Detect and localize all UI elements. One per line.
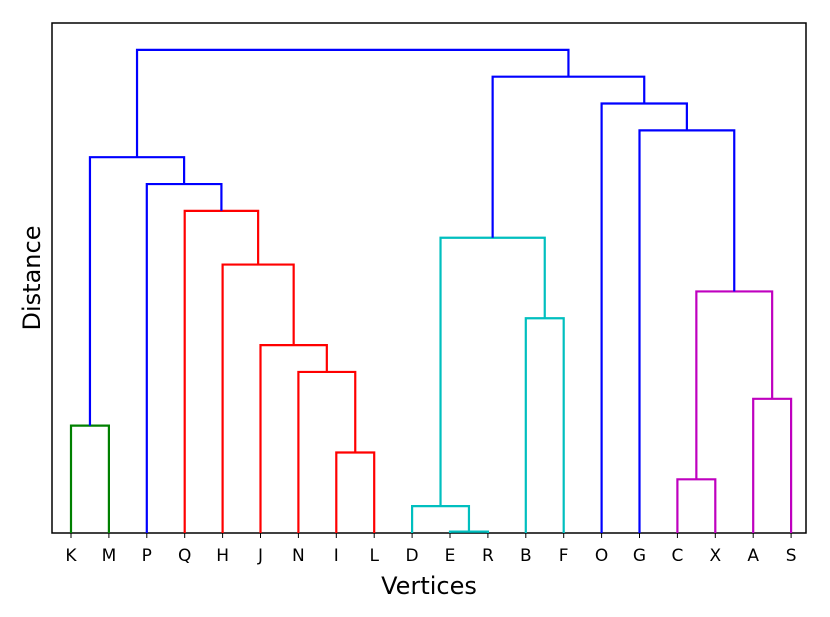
link-d-e-r--b-f	[439, 236, 546, 507]
x-tick-label-s: S	[786, 546, 797, 566]
x-tick-label-n: N	[292, 546, 305, 566]
x-tick-label-p: P	[142, 546, 152, 566]
link-h--j-n-i-l	[221, 263, 295, 533]
link-c-x--a-s	[695, 290, 774, 480]
link-k-m-p-q-h-j-n-i-l--d-e-r-b-f-o-g-c-x-a-s	[135, 48, 570, 158]
link-k-m--p-q-h-j-n-i-l	[88, 156, 186, 426]
link-a--s	[752, 397, 793, 533]
link-d-e-r-b-f--o-g-c-x-a-s	[491, 75, 646, 238]
link-i--l	[335, 451, 376, 533]
x-tick-label-k: K	[65, 546, 77, 566]
dendrogram-links	[69, 48, 793, 533]
plot-frame	[51, 22, 807, 534]
link-q--h-j-n-i-l	[183, 209, 260, 533]
x-tick-label-m: M	[102, 546, 117, 566]
link-b--f	[524, 317, 565, 533]
x-tick-label-i: I	[334, 546, 339, 566]
x-tick-label-f: F	[559, 546, 569, 566]
x-tick-label-a: A	[747, 546, 759, 566]
x-tick-label-r: R	[482, 546, 494, 566]
link-e--r	[448, 530, 489, 533]
x-tick-marks	[70, 533, 792, 538]
link-o--g-c-x-a-s	[600, 102, 688, 533]
x-tick-label-g: G	[633, 546, 646, 566]
link-j--n-i-l	[259, 344, 328, 533]
x-axis-title: Vertices	[381, 572, 477, 600]
x-tick-label-x: X	[709, 546, 721, 566]
x-tick-label-b: B	[520, 546, 532, 566]
x-tick-label-c: C	[671, 546, 683, 566]
link-g--c-x-a-s	[638, 129, 736, 533]
x-tick-label-o: O	[595, 546, 608, 566]
link-k--m	[69, 424, 110, 533]
x-tick-label-l: L	[369, 546, 379, 566]
link-c--x	[676, 478, 717, 533]
x-tick-label-h: H	[216, 546, 229, 566]
x-tick-label-j: J	[257, 546, 263, 566]
link-d--e-r	[411, 505, 471, 533]
x-tick-label-d: D	[406, 546, 419, 566]
x-tick-label-q: Q	[178, 546, 191, 566]
y-axis-title: Distance	[18, 226, 46, 331]
link-p--q-h-j-n-i-l	[145, 182, 223, 533]
x-tick-label-e: E	[445, 546, 456, 566]
